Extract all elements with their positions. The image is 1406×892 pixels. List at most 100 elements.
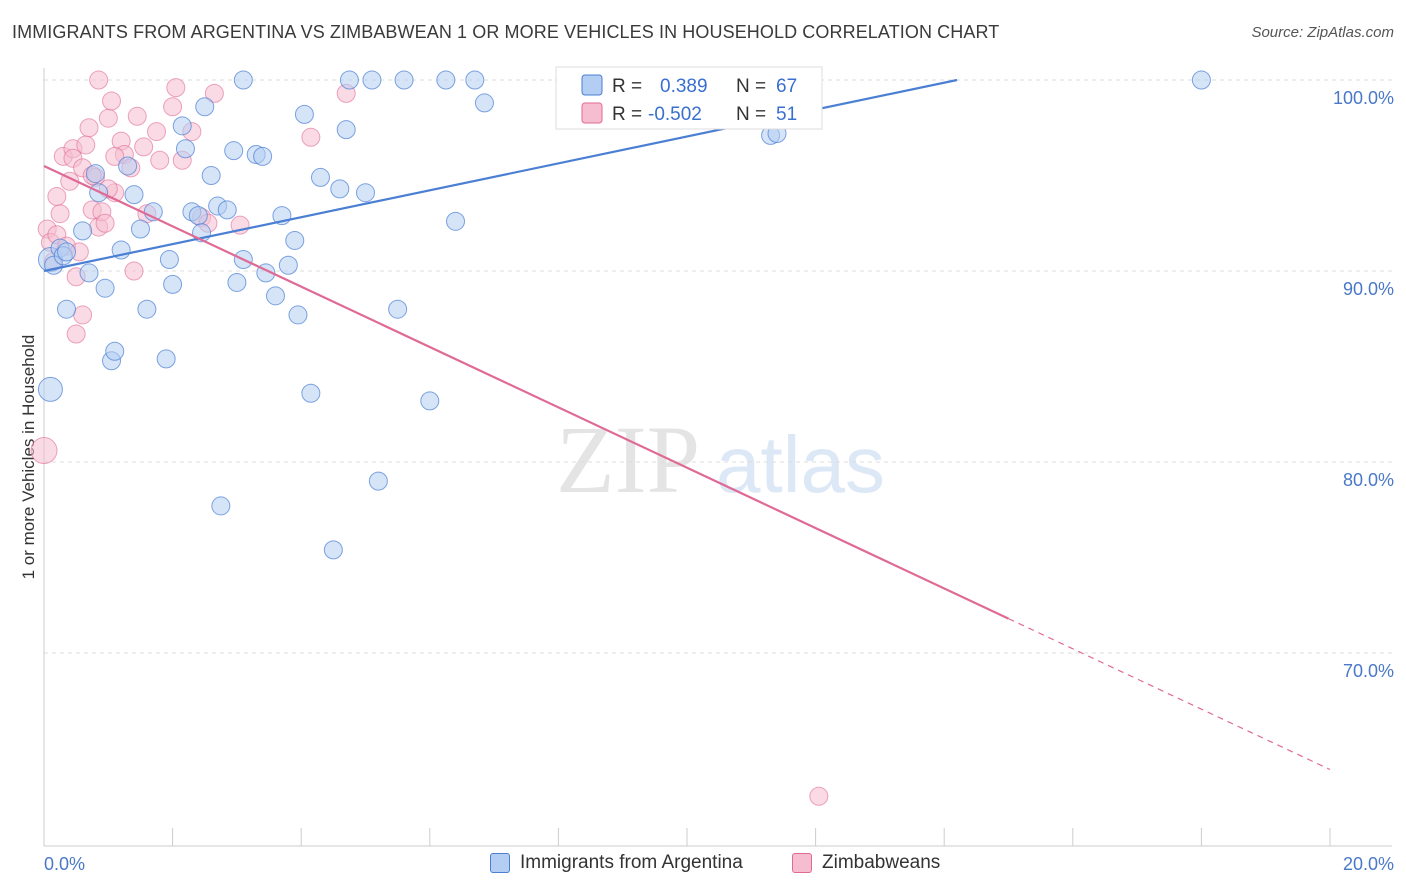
argentina-point-20 (156, 349, 176, 369)
zimbabwe-point-33 (147, 122, 167, 142)
zimbabwe-trend-extension (1008, 618, 1331, 771)
y-tick-labels: 70.0% 80.0% 90.0% 100.0% (1333, 88, 1394, 681)
argentina-point-44 (288, 305, 308, 325)
stats-legend: R = 0.389 N = 67 R = -0.502 N = 51 (555, 66, 823, 130)
x-tick-label-min: 0.0% (44, 854, 85, 874)
legend-r-label-2: R = (612, 104, 642, 125)
argentina-point-4 (57, 242, 77, 262)
argentina-point-48 (323, 540, 343, 560)
zimbabwe-point-11 (66, 324, 86, 344)
zimbabwe-point-35 (163, 97, 183, 117)
zimbabwe-trend-line (43, 164, 1009, 620)
bottom-legend: Immigrants from Argentina Zimbabweans (0, 852, 1406, 878)
zimbabwe-point-30 (127, 106, 147, 126)
legend-item-zimbabweans[interactable]: Zimbabweans (792, 852, 940, 874)
argentina-point-51 (339, 70, 359, 90)
argentina-point-9 (85, 164, 105, 184)
grid-lines (44, 79, 1392, 654)
argentina-point-49 (330, 179, 350, 199)
argentina-point-22 (163, 274, 183, 294)
argentina-point-61 (474, 93, 494, 113)
zimbabwe-point-50 (809, 786, 829, 806)
legend-r-value-1: 0.389 (660, 76, 708, 97)
argentina-point-45 (294, 104, 314, 124)
x-ticks (43, 828, 1331, 846)
argentina-point-33 (224, 141, 244, 161)
legend-n-value-1: 67 (776, 76, 797, 97)
y-tick-label-90: 90.0% (1343, 279, 1394, 299)
zimbabwe-point-29 (124, 261, 144, 281)
watermark-zip: ZIP (556, 406, 700, 513)
y-tick-label-80: 80.0% (1343, 470, 1394, 490)
argentina-point-21 (159, 250, 179, 270)
legend-n-value-2: 51 (776, 104, 797, 125)
argentina-point-11 (95, 278, 115, 298)
x-tick-label-max: 20.0% (1343, 854, 1394, 874)
argentina-point-52 (356, 183, 375, 203)
zimbabwe-point-31 (134, 137, 154, 157)
argentina-point-36 (233, 70, 253, 90)
argentina-point-42 (278, 255, 298, 275)
zimbabwe-point-34 (150, 150, 170, 170)
argentina-point-5 (37, 376, 63, 402)
argentina-point-31 (211, 496, 231, 516)
zimbabwe-point-20 (89, 70, 109, 90)
argentina-point-7 (73, 221, 93, 241)
legend-r-label-1: R = (612, 76, 642, 97)
zimbabwe-point-49 (47, 187, 67, 207)
legend-label-argentina: Immigrants from Argentina (520, 852, 743, 873)
y-axis-title: 1 or more Vehicles in Household (19, 335, 38, 580)
legend-r-value-2: -0.502 (648, 104, 702, 125)
argentina-point-8 (79, 263, 99, 283)
legend-swatch-zimbabweans-bottom (792, 853, 812, 873)
argentina-point-59 (446, 211, 466, 231)
zimbabwe-point-45 (76, 135, 96, 155)
zimbabwe-point-5 (50, 204, 70, 224)
zimbabwe-point-36 (166, 78, 186, 98)
argentina-point-38 (253, 146, 273, 166)
zimbabwe-point-48 (105, 146, 125, 166)
argentina-point-57 (420, 391, 440, 411)
argentina-point-28 (195, 97, 215, 117)
legend-n-label-1: N = (736, 76, 766, 97)
argentina-point-18 (137, 299, 157, 319)
zimbabwe-point-41 (204, 83, 224, 103)
zimbabwe-point-22 (95, 213, 115, 233)
y-tick-label-70: 70.0% (1343, 661, 1394, 681)
zimbabwe-points (30, 70, 829, 806)
argentina-point-60 (465, 70, 485, 90)
legend-n-label-2: N = (736, 104, 766, 125)
source-label: Source: ZipAtlas.com (1251, 24, 1394, 41)
argentina-point-24 (175, 139, 195, 159)
zimbabwe-point-0 (30, 437, 58, 465)
zimbabwe-point-16 (79, 118, 99, 138)
argentina-point-34 (227, 272, 247, 292)
watermark-atlas: atlas (716, 420, 885, 509)
argentina-point-15 (118, 156, 138, 176)
argentina-point-50 (336, 120, 356, 140)
chart-title: IMMIGRANTS FROM ARGENTINA VS ZIMBABWEAN … (12, 22, 1000, 42)
argentina-point-40 (265, 286, 285, 306)
y-tick-label-100: 100.0% (1333, 88, 1394, 108)
argentina-point-16 (124, 185, 144, 205)
zimbabwe-point-14 (73, 305, 93, 325)
legend-item-argentina[interactable]: Immigrants from Argentina (490, 852, 743, 874)
legend-swatch-argentina (581, 74, 603, 96)
argentina-point-56 (388, 299, 408, 319)
zimbabwe-point-43 (301, 127, 321, 147)
zimbabwe-point-23 (98, 108, 118, 128)
legend-label-zimbabweans: Zimbabweans (822, 852, 941, 873)
argentina-point-26 (188, 206, 208, 226)
argentina-point-55 (394, 70, 414, 90)
argentina-point-23 (172, 116, 192, 136)
argentina-point-46 (301, 383, 321, 403)
argentina-point-32 (217, 200, 237, 220)
argentina-point-47 (310, 167, 330, 187)
argentina-point-29 (201, 166, 221, 185)
argentina-point-58 (436, 70, 456, 90)
argentina-point-43 (285, 230, 305, 250)
argentina-point-6 (57, 299, 77, 319)
legend-swatch-zimbabwe (581, 102, 603, 124)
zimbabwe-point-24 (102, 91, 122, 111)
